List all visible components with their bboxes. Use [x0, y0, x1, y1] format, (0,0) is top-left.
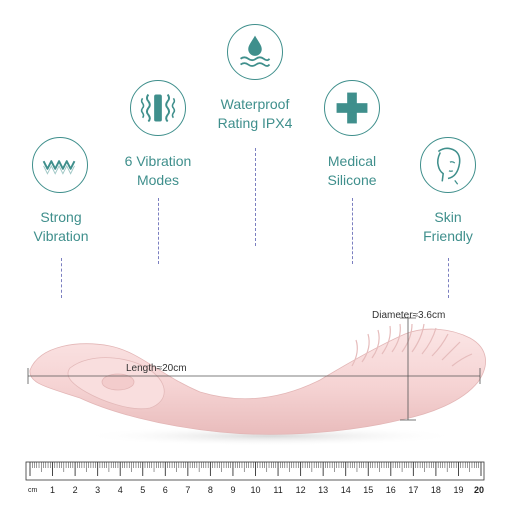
- ruler-number: 10: [250, 485, 260, 495]
- strong-vibration-label: Strong Vibration: [33, 208, 88, 246]
- skin-friendly-label: Skin Friendly: [423, 208, 473, 246]
- ruler-unit-label: cm: [28, 487, 38, 494]
- vibration-modes-label-line2: Modes: [136, 172, 180, 188]
- ruler-number: 13: [318, 485, 328, 495]
- strong-vibration-label-line2: Vibration: [33, 228, 89, 244]
- ruler-number: 8: [208, 485, 213, 495]
- ruler-number: 2: [73, 485, 78, 495]
- ruler-ticks: [29, 462, 482, 476]
- ruler-number: 6: [163, 485, 168, 495]
- ruler-number: 4: [118, 485, 123, 495]
- medical-silicone-label-line2: Silicone: [327, 172, 377, 188]
- medical-silicone-label: Medical Silicone: [327, 152, 376, 190]
- ruler-number: 3: [95, 485, 100, 495]
- ruler-number: 18: [431, 485, 441, 495]
- ruler: cm 1 2 3 4 5 6 7 8 9 10 11 12 13 14 15 16 17 18 19 20: [25, 461, 485, 495]
- medical-silicone-label-line1: Medical: [327, 153, 377, 169]
- vibration-modes-leader: [158, 198, 159, 264]
- ruler-number: 5: [140, 485, 145, 495]
- wave-icon: [42, 160, 76, 175]
- waterproof-leader: [255, 148, 256, 246]
- ruler-number: 7: [185, 485, 190, 495]
- ruler-numbers: 1 2 3 4 5 6 7 8 9 10 11 12 13 14 15 16 17 18 19 20: [50, 485, 484, 495]
- skin-friendly-icon-circle: [420, 137, 476, 193]
- vibration-modes-icon-circle: [130, 80, 186, 136]
- ruler-number: 17: [408, 485, 418, 495]
- diameter-label: Diameter≈3.6cm: [372, 310, 446, 321]
- skin-friendly-label-line2: Friendly: [423, 228, 473, 244]
- waterproof-label: Waterproof Rating IPX4: [218, 95, 293, 133]
- product-image: [27, 317, 486, 446]
- waterproof-label-line1: Waterproof: [220, 96, 290, 112]
- ruler-number: 11: [273, 485, 282, 495]
- ruler-number: 16: [386, 485, 396, 495]
- water-drop-icon: [240, 35, 271, 67]
- ruler-number: 9: [230, 485, 235, 495]
- strong-vibration-leader: [61, 258, 62, 298]
- ruler-number: 19: [453, 485, 463, 495]
- ruler-number: 15: [363, 485, 373, 495]
- length-label: Length≈20cm: [126, 363, 187, 374]
- face-icon: [436, 147, 461, 185]
- ruler-number: 20: [474, 485, 484, 495]
- plus-icon: [336, 92, 368, 124]
- waterproof-icon-circle: [227, 24, 283, 80]
- medical-silicone-leader: [352, 198, 353, 264]
- strong-vibration-icon-circle: [32, 137, 88, 193]
- vibration-modes-label-line1: 6 Vibration: [124, 153, 192, 169]
- strong-vibration-label-line1: Strong: [40, 209, 82, 225]
- waterproof-label-line2: Rating IPX4: [217, 115, 293, 131]
- medical-silicone-icon-circle: [324, 80, 380, 136]
- skin-friendly-leader: [448, 258, 449, 298]
- vibration-icon: [140, 93, 176, 123]
- ruler-number: 14: [341, 485, 351, 495]
- ruler-number: 12: [296, 485, 306, 495]
- ruler-number: 1: [50, 485, 55, 495]
- vibration-modes-label: 6 Vibration Modes: [125, 152, 192, 190]
- skin-friendly-label-line1: Skin: [434, 209, 462, 225]
